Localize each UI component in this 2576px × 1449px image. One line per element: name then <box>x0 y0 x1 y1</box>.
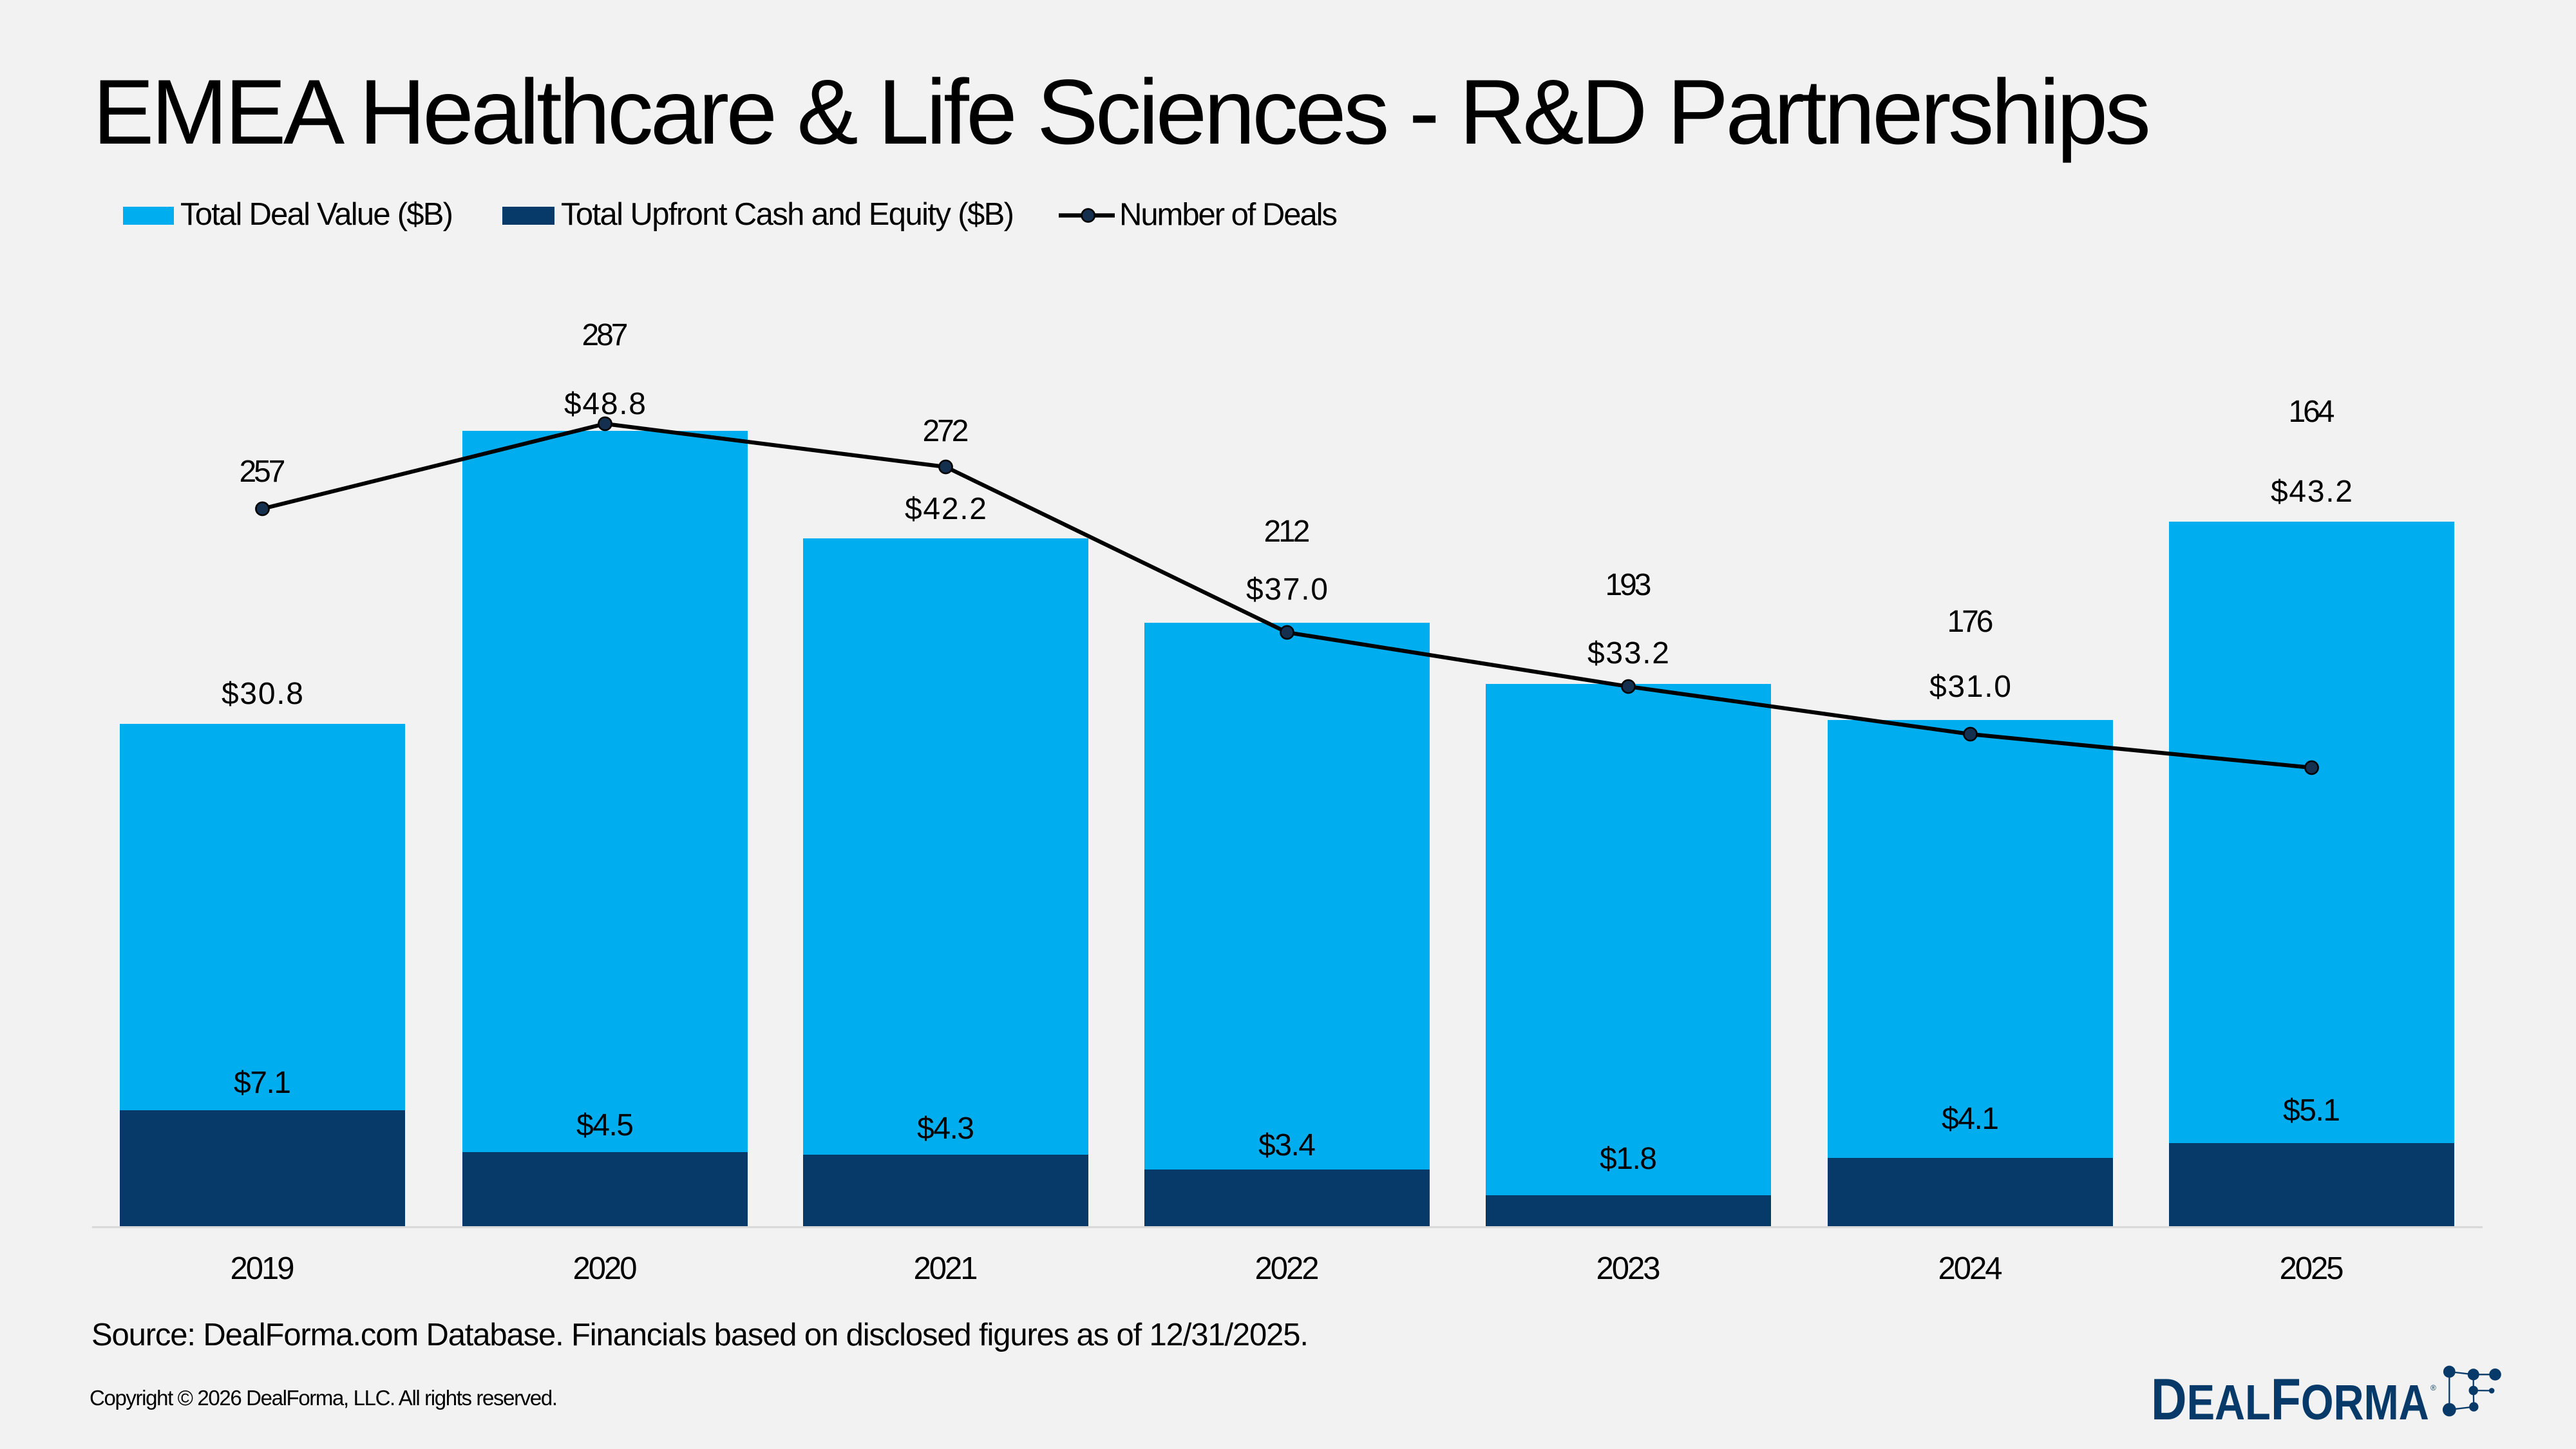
svg-text:EMEA Healthcare & Life Science: EMEA Healthcare & Life Sciences - R&D Pa… <box>93 61 2151 164</box>
svg-text:257: 257 <box>240 455 286 489</box>
svg-text:287: 287 <box>582 318 629 352</box>
svg-text:Copyright © 2026 DealForma, LL: Copyright © 2026 DealForma, LLC. All rig… <box>90 1386 558 1410</box>
svg-text:DEALFORMA: DEALFORMA <box>2151 1367 2429 1432</box>
svg-text:$42.2: $42.2 <box>905 492 987 526</box>
svg-text:176: 176 <box>1947 605 1994 639</box>
svg-text:$4.5: $4.5 <box>576 1108 634 1142</box>
svg-text:$4.3: $4.3 <box>917 1112 974 1146</box>
svg-text:$1.8: $1.8 <box>1600 1142 1657 1176</box>
svg-text:272: 272 <box>923 414 969 448</box>
svg-text:193: 193 <box>1605 568 1652 602</box>
svg-text:®: ® <box>2430 1383 2436 1392</box>
svg-text:2023: 2023 <box>1596 1251 1661 1286</box>
svg-text:$43.2: $43.2 <box>2271 475 2353 509</box>
svg-text:2025: 2025 <box>2280 1251 2344 1286</box>
svg-text:2021: 2021 <box>914 1251 978 1286</box>
svg-text:Source: DealForma.com Database: Source: DealForma.com Database. Financia… <box>91 1318 1309 1352</box>
svg-text:2024: 2024 <box>1938 1251 2003 1286</box>
svg-text:Total Upfront Cash and Equity: Total Upfront Cash and Equity ($B) <box>561 197 1014 232</box>
svg-text:$37.0: $37.0 <box>1246 573 1328 607</box>
svg-text:$30.8: $30.8 <box>222 677 303 711</box>
svg-text:$5.1: $5.1 <box>2283 1094 2340 1128</box>
svg-text:$33.2: $33.2 <box>1587 636 1669 670</box>
svg-text:212: 212 <box>1264 515 1311 549</box>
svg-text:Number of Deals: Number of Deals <box>1119 198 1338 232</box>
svg-text:$31.0: $31.0 <box>1929 670 2011 704</box>
svg-text:164: 164 <box>2289 395 2335 429</box>
svg-text:$7.1: $7.1 <box>234 1066 291 1100</box>
svg-text:Total Deal Value ($B): Total Deal Value ($B) <box>180 197 453 232</box>
svg-text:$3.4: $3.4 <box>1258 1128 1316 1162</box>
svg-text:2022: 2022 <box>1255 1251 1320 1286</box>
svg-text:2020: 2020 <box>573 1251 638 1286</box>
svg-text:2019: 2019 <box>231 1251 295 1286</box>
svg-text:$4.1: $4.1 <box>1942 1102 1999 1136</box>
svg-text:$48.8: $48.8 <box>564 387 646 421</box>
